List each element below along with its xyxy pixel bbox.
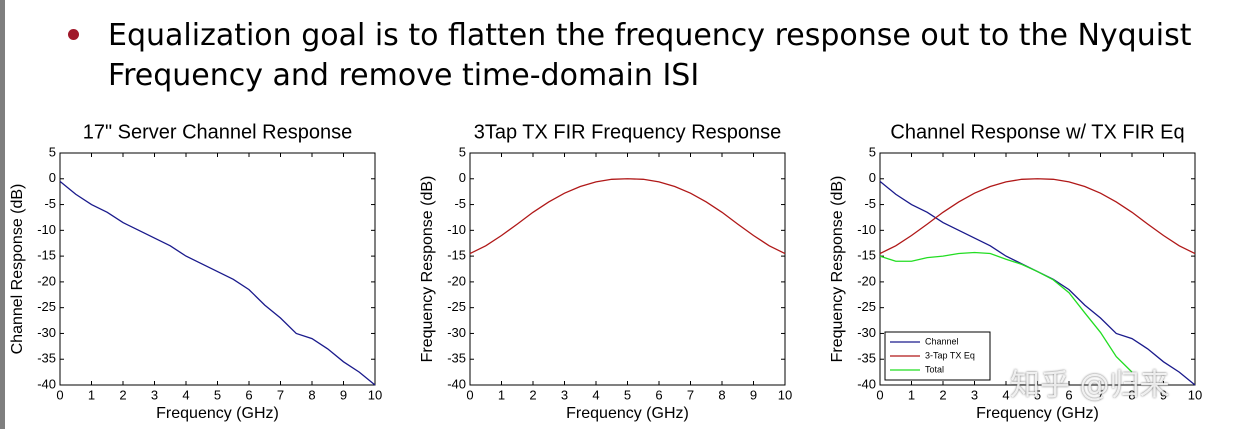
y-tick-label: 5: [869, 144, 876, 159]
x-tick-label: 4: [182, 387, 189, 402]
y-tick-label: -40: [447, 376, 466, 391]
y-tick-label: -40: [37, 376, 56, 391]
x-tick-label: 5: [624, 387, 631, 402]
x-tick-label: 1: [908, 387, 915, 402]
x-tick-label: 10: [1188, 387, 1202, 402]
y-tick-label: -20: [447, 273, 466, 288]
y-tick-label: -5: [44, 196, 56, 211]
x-tick-label: 6: [655, 387, 662, 402]
y-axis-label: Frequency Response (dB): [419, 176, 436, 363]
x-tick-label: 0: [876, 387, 883, 402]
x-tick-label: 7: [687, 387, 694, 402]
x-axis-label: Frequency (GHz): [156, 405, 279, 422]
x-tick-label: 0: [56, 387, 63, 402]
x-axis-label: Frequency (GHz): [566, 405, 689, 422]
x-tick-label: 2: [939, 387, 946, 402]
chart-title: 17" Server Channel Response: [83, 121, 352, 143]
bullet-text: Equalization goal is to flatten the freq…: [108, 18, 1192, 93]
y-tick-label: -30: [857, 325, 876, 340]
x-axis-label: Frequency (GHz): [976, 405, 1099, 422]
plot-area: [469, 152, 786, 386]
y-tick-label: -10: [447, 222, 466, 237]
y-tick-label: -20: [857, 273, 876, 288]
y-tick-label: -25: [37, 299, 56, 314]
legend-label: Total: [925, 364, 944, 374]
y-tick-label: -35: [447, 351, 466, 366]
y-tick-label: -10: [857, 222, 876, 237]
y-tick-label: 0: [49, 170, 56, 185]
y-tick-label: -5: [454, 196, 466, 211]
x-tick-label: 5: [214, 387, 221, 402]
x-tick-label: 6: [1065, 387, 1072, 402]
y-tick-label: -25: [857, 299, 876, 314]
x-tick-label: 8: [718, 387, 725, 402]
x-tick-label: 4: [592, 387, 599, 402]
y-tick-label: 5: [49, 144, 56, 159]
x-tick-label: 6: [245, 387, 252, 402]
legend-label: 3-Tap TX Eq: [925, 350, 975, 360]
y-tick-label: 5: [459, 144, 466, 159]
x-tick-label: 3: [151, 387, 158, 402]
x-tick-label: 8: [1128, 387, 1135, 402]
x-tick-label: 4: [1002, 387, 1009, 402]
x-tick-label: 2: [529, 387, 536, 402]
plot-area: [59, 152, 376, 386]
y-tick-label: -35: [857, 351, 876, 366]
y-axis-label: Frequency Response (dB): [829, 176, 846, 363]
x-tick-label: 9: [340, 387, 347, 402]
watermark: 知乎 @归来: [1010, 368, 1170, 403]
y-tick-label: -20: [37, 273, 56, 288]
x-tick-label: 5: [1034, 387, 1041, 402]
bullet-dot: [68, 29, 79, 40]
data-line: [879, 178, 1196, 255]
y-tick-label: -15: [447, 248, 466, 263]
x-tick-label: 0: [466, 387, 473, 402]
x-tick-label: 10: [368, 387, 382, 402]
chart-title: Channel Response w/ TX FIR Eq: [890, 121, 1184, 143]
chart-title: 3Tap TX FIR Frequency Response: [474, 121, 782, 143]
y-tick-label: -10: [37, 222, 56, 237]
x-tick-label: 7: [277, 387, 284, 402]
x-tick-label: 7: [1097, 387, 1104, 402]
x-tick-label: 3: [971, 387, 978, 402]
y-tick-label: 0: [459, 170, 466, 185]
y-tick-label: -30: [37, 325, 56, 340]
data-line: [59, 180, 376, 386]
y-tick-label: -15: [857, 248, 876, 263]
y-tick-label: -30: [447, 325, 466, 340]
x-tick-label: 9: [750, 387, 757, 402]
y-tick-label: -15: [37, 248, 56, 263]
y-tick-label: -35: [37, 351, 56, 366]
x-tick-label: 8: [308, 387, 315, 402]
data-line: [469, 178, 786, 255]
x-tick-label: 1: [498, 387, 505, 402]
x-tick-label: 1: [88, 387, 95, 402]
edge-bar: [0, 0, 5, 429]
x-tick-label: 3: [561, 387, 568, 402]
x-tick-label: 9: [1160, 387, 1167, 402]
x-tick-label: 2: [119, 387, 126, 402]
data-line: [879, 251, 1133, 373]
x-tick-label: 10: [778, 387, 792, 402]
y-tick-label: 0: [869, 170, 876, 185]
y-axis-label: Channel Response (dB): [9, 184, 26, 355]
y-tick-label: -40: [857, 376, 876, 391]
legend-label: Channel: [925, 336, 959, 346]
y-tick-label: -25: [447, 299, 466, 314]
y-tick-label: -5: [864, 196, 876, 211]
